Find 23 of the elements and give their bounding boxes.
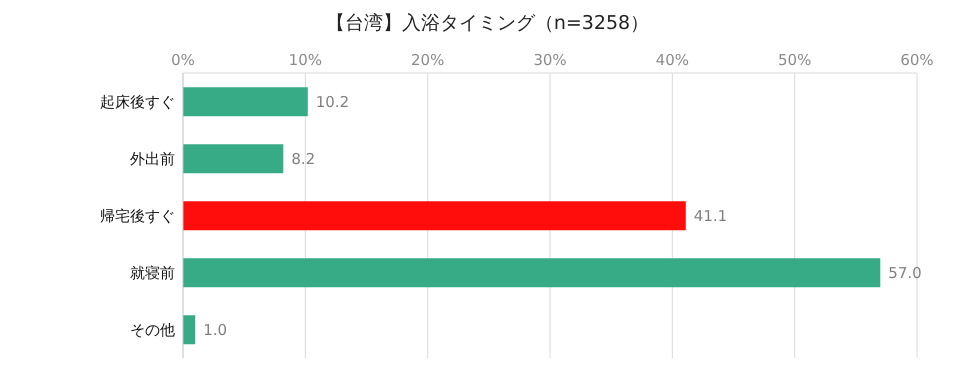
bar [183, 201, 686, 230]
data-label: 10.2 [316, 93, 350, 112]
chart-title: 【台湾】入浴タイミング（n=3258） [324, 11, 650, 36]
data-label: 8.2 [291, 150, 316, 168]
y-tick-label: 外出前 [130, 150, 175, 168]
data-label: 41.1 [694, 207, 728, 226]
bar [183, 144, 284, 174]
bar [183, 315, 196, 344]
x-tick-label: 20% [410, 51, 444, 69]
x-tick-label: 10% [288, 51, 322, 69]
data-label: 1.0 [203, 321, 228, 340]
x-tick-label: 30% [533, 51, 567, 69]
data-label: 57.0 [888, 264, 922, 282]
x-tick-label: 50% [778, 51, 812, 69]
bar [183, 87, 308, 116]
bar [183, 258, 880, 288]
x-tick-label: 40% [656, 51, 690, 69]
y-tick-label: その他 [130, 320, 175, 339]
y-tick-label: 就寝前 [130, 264, 175, 282]
x-tick-label: 60% [900, 51, 934, 69]
y-tick-label: 起床後すぐ [100, 92, 175, 111]
x-tick-label: 0% [171, 51, 195, 69]
y-tick-label: 帰宅後すぐ [100, 206, 175, 225]
